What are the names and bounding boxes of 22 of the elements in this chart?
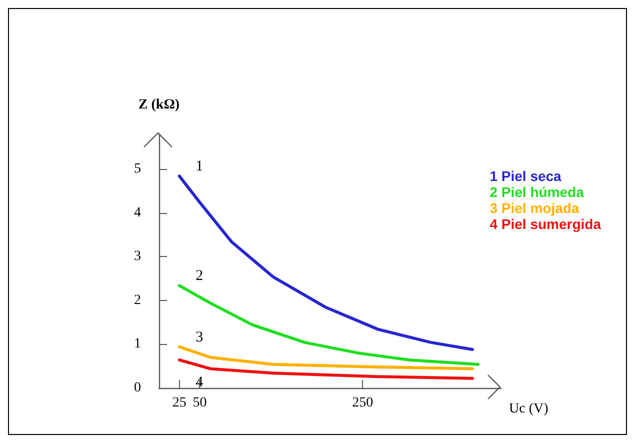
annotation: 4 — [196, 374, 204, 390]
text: 1 Piel seca — [490, 168, 562, 184]
x-axis-title: Uc (V) — [509, 402, 549, 416]
y-tick-label: 4 — [134, 205, 141, 220]
line-series — [178, 345, 474, 370]
y-tick-label: 2 — [134, 292, 141, 308]
annotation: 1 — [196, 158, 204, 175]
line-series — [178, 284, 480, 366]
text: 4 Piel sumergida — [490, 216, 602, 232]
y-tick-label: 1 — [134, 336, 141, 352]
x-tick-label: 25 — [172, 396, 186, 410]
y-tick-label: 0 — [134, 380, 141, 396]
y-tick-label: 3 — [134, 249, 141, 264]
x-tick-label: 50 — [192, 396, 207, 410]
annotation: 2 — [196, 268, 204, 284]
y-axis-title: Z (kΩ) — [138, 98, 180, 112]
x-tick-label: 250 — [352, 396, 374, 410]
text: 2 Piel húmeda — [490, 184, 584, 200]
line-series — [178, 174, 474, 351]
annotation: 3 — [196, 329, 204, 346]
y-tick-label: 5 — [134, 162, 141, 177]
text: 3 Piel mojada — [490, 200, 580, 216]
